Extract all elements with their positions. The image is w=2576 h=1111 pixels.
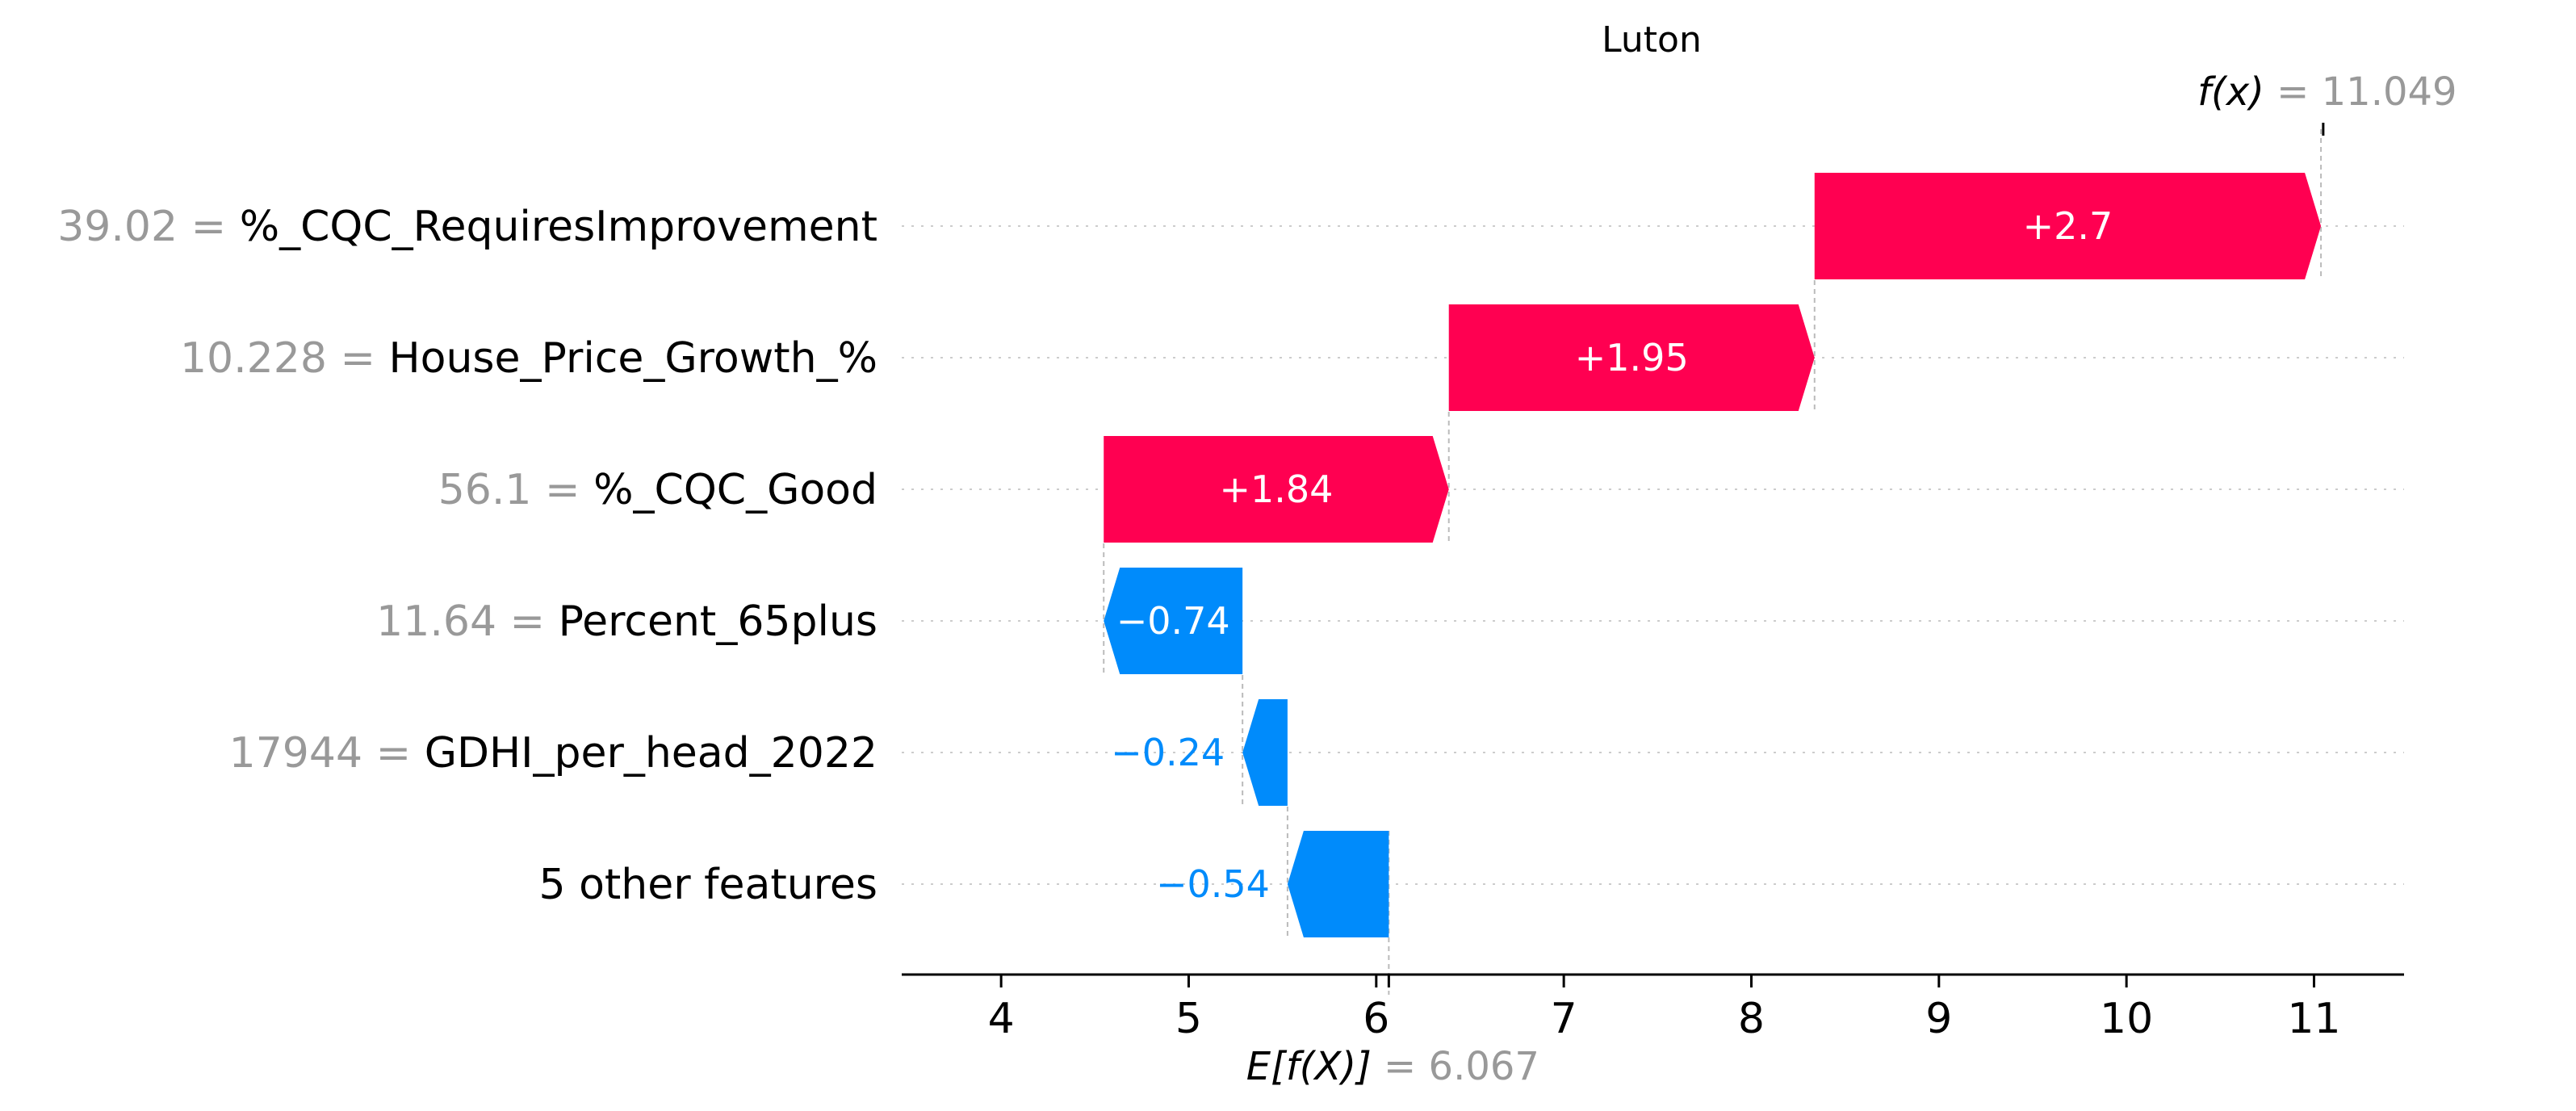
feature-label: 11.64 = Percent_65plus: [376, 597, 878, 646]
waterfall-bar: [1814, 173, 2322, 279]
bars: +2.7 +1.95 +1.84 −0.74 −0.24 −0.54: [1104, 173, 2322, 937]
output-value-prefix: f(x): [2197, 69, 2264, 115]
x-tick-label: 10: [2100, 995, 2153, 1043]
chart-title: Luton: [1602, 19, 1702, 61]
waterfall-bar: [1104, 436, 1449, 543]
x-axis: 4 5 6 7 8 9 10 11: [902, 973, 2404, 1043]
x-tick-label: 6: [1363, 995, 1389, 1043]
feature-label: 10.228 = House_Price_Growth_%: [180, 334, 878, 383]
x-tick-label: 8: [1738, 995, 1765, 1043]
feature-labels: 39.02 = %_CQC_RequiresImprovement 10.228 …: [57, 203, 878, 909]
bar-value-label: −0.54: [1156, 862, 1270, 906]
waterfall-bar: [1287, 831, 1389, 937]
bar-value-label: +1.95: [1575, 336, 1689, 379]
feature-name: %_CQC_Good: [593, 466, 878, 514]
x-tick-label: 11: [2287, 995, 2340, 1043]
bar-value-label: +1.84: [1219, 467, 1333, 511]
base-value-prefix: E[f(X)]: [1246, 1044, 1372, 1089]
x-tick-label: 4: [988, 995, 1015, 1043]
base-value-label: E[f(X)] = 6.067: [1246, 1044, 1539, 1089]
output-value-number: = 11.049: [2264, 69, 2457, 115]
feature-value: 39.02 =: [57, 203, 240, 251]
output-value-label: f(x) = 11.049: [2197, 69, 2457, 115]
waterfall-bar: [1104, 568, 1243, 674]
bar-value-label: −0.74: [1116, 599, 1230, 643]
feature-label: 17944 = GDHI_per_head_2022: [229, 729, 878, 778]
base-value-number: = 6.067: [1372, 1044, 1539, 1089]
feature-value: 10.228 =: [180, 334, 389, 383]
waterfall-bar: [1448, 304, 1815, 411]
feature-name: GDHI_per_head_2022: [425, 729, 878, 778]
feature-name: 5 other features: [538, 861, 878, 909]
feature-value: 56.1 =: [438, 466, 593, 514]
feature-value: 17944 =: [229, 729, 425, 778]
feature-label: 39.02 = %_CQC_RequiresImprovement: [57, 203, 878, 251]
x-tick-label: 9: [1925, 995, 1952, 1043]
base-value-marker: E[f(X)] = 6.067: [1246, 975, 1539, 1089]
feature-name: Percent_65plus: [559, 597, 878, 646]
feature-label: 56.1 = %_CQC_Good: [438, 466, 878, 514]
feature-name: House_Price_Growth_%: [389, 334, 878, 383]
feature-value: 11.64 =: [376, 597, 559, 646]
output-value-marker: f(x) = 11.049: [2197, 69, 2457, 136]
feature-name: %_CQC_RequiresImprovement: [240, 203, 878, 251]
waterfall-bar: [1242, 699, 1288, 806]
connector-lines: [1103, 129, 2323, 995]
bar-value-label: −0.24: [1111, 731, 1225, 774]
x-tick-label: 7: [1551, 995, 1577, 1043]
x-tick-label: 5: [1175, 995, 1202, 1043]
feature-label: 5 other features: [538, 861, 878, 909]
bar-value-label: +2.7: [2023, 204, 2113, 248]
